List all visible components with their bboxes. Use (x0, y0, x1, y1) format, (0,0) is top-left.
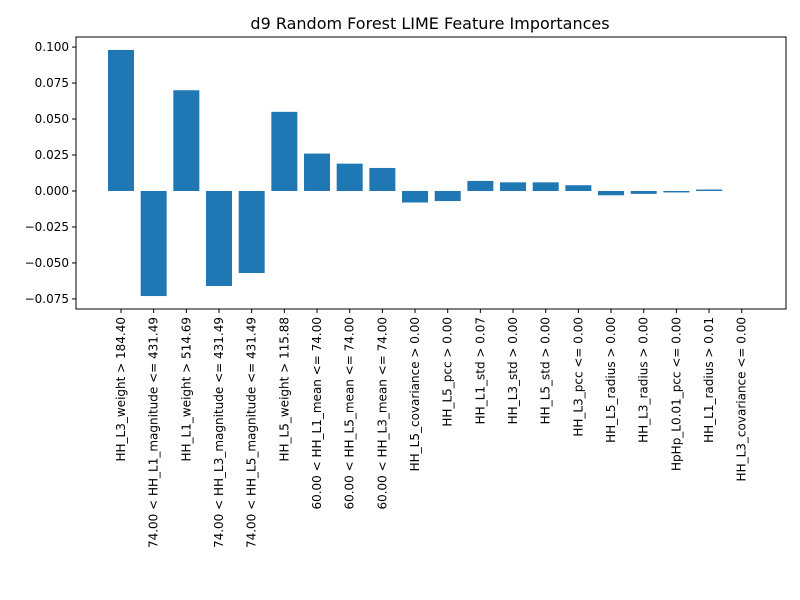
y-tick-label: 0.000 (35, 184, 69, 198)
x-tick-label: HH_L5_radius > 0.00 (604, 317, 618, 443)
bars-group (108, 49, 723, 297)
bar (336, 163, 363, 191)
x-tick-label: HH_L1_weight > 514.69 (179, 317, 193, 462)
bar (630, 190, 657, 194)
bar (598, 190, 625, 196)
bar (369, 167, 396, 191)
bar (238, 190, 265, 274)
x-tick-label: 74.00 < HH_L5_magnitude <= 431.49 (245, 317, 259, 548)
bar (108, 49, 134, 191)
bar (304, 153, 331, 191)
bar (402, 190, 429, 203)
bar (696, 189, 723, 191)
y-tick-label: −0.025 (25, 220, 69, 234)
x-tick-label: HH_L1_std > 0.07 (473, 317, 487, 424)
y-tick-label: 0.050 (35, 112, 69, 126)
x-tick-label: HH_L3_radius > 0.00 (637, 317, 651, 443)
x-tick-label: HH_L3_weight > 184.40 (114, 317, 128, 462)
bar (140, 190, 167, 297)
bar (500, 182, 527, 191)
bar (434, 190, 461, 202)
x-tick-label: 74.00 < HH_L3_magnitude <= 431.49 (212, 317, 226, 548)
x-tick-label: HH_L3_pcc <= 0.00 (571, 317, 585, 437)
x-tick-label: HH_L5_covariance > 0.00 (408, 317, 422, 471)
y-tick-label: 0.025 (35, 148, 69, 162)
x-tick-label: HH_L5_weight > 115.88 (277, 317, 291, 462)
x-tick-label: HH_L3_std > 0.00 (506, 317, 520, 424)
plot-frame (75, 36, 787, 310)
x-tick-label: HH_L5_std > 0.00 (539, 317, 553, 424)
y-tick-label: −0.075 (25, 292, 69, 306)
bar (565, 185, 592, 191)
bar (663, 190, 690, 193)
chart-title: d9 Random Forest LIME Feature Importance… (250, 14, 609, 33)
x-tick-label: HpHp_L0.01_pcc <= 0.00 (669, 317, 683, 471)
y-tick-label: 0.075 (35, 76, 69, 90)
x-tick-label: HH_L3_covariance <= 0.00 (735, 317, 749, 481)
x-tick-label: 60.00 < HH_L5_mean <= 74.00 (343, 317, 357, 510)
bar (206, 190, 233, 286)
y-axis: −0.075 −0.050 −0.025 0.000 0.025 0.050 0.075 0.… (25, 40, 76, 306)
x-tick-label: 60.00 < HH_L1_mean <= 74.00 (310, 317, 324, 510)
bar (271, 111, 298, 191)
y-tick-label: −0.050 (25, 256, 69, 270)
x-tick-label: HH_L1_radius > 0.01 (702, 317, 716, 443)
x-axis: HH_L3_weight > 184.40 74.00 < HH_L1_magni… (114, 309, 749, 548)
x-tick-label: 60.00 < HH_L3_mean <= 74.00 (375, 317, 389, 510)
bar (467, 180, 494, 191)
bar (173, 90, 200, 191)
bar (532, 182, 559, 191)
y-tick-label: 0.100 (35, 40, 69, 54)
x-tick-label: HH_L5_pcc > 0.00 (441, 317, 455, 427)
x-tick-label: 74.00 < HH_L1_magnitude <= 431.49 (147, 317, 161, 548)
